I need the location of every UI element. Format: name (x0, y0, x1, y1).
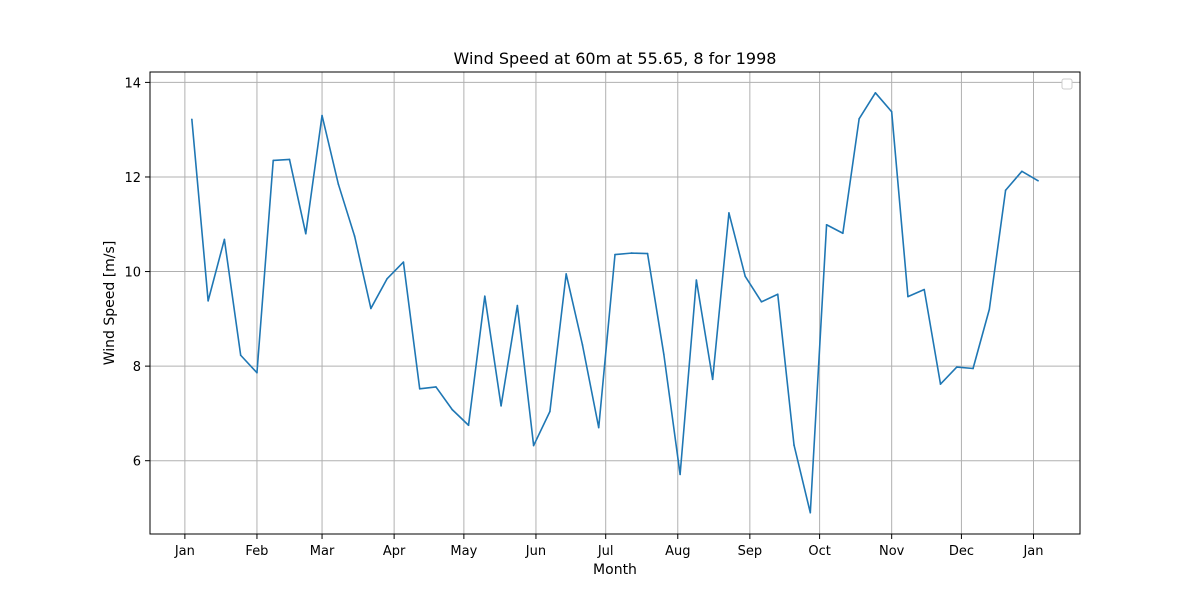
data-point (386, 277, 388, 280)
x-tick-label: Dec (949, 544, 974, 559)
y-tick-label: 6 (133, 455, 141, 470)
data-point (890, 110, 893, 113)
data-point (842, 232, 844, 235)
data-point (1004, 189, 1007, 192)
chart-title: Wind Speed at 60m at 55.65, 8 for 1998 (454, 49, 777, 68)
data-point (760, 301, 763, 303)
data-point (304, 232, 307, 235)
y-tick-label: 14 (124, 76, 141, 91)
data-point (793, 444, 795, 446)
data-point (467, 424, 470, 427)
data-point (858, 118, 860, 120)
legend-box (1061, 78, 1073, 90)
data-point (809, 511, 812, 514)
data-point (679, 473, 681, 476)
data-point (191, 118, 193, 121)
data-point (695, 279, 698, 281)
grid-lines (150, 72, 1080, 534)
data-point (402, 261, 405, 263)
data-point (955, 366, 958, 368)
data-point (272, 159, 275, 162)
x-tick-label: Aug (665, 544, 690, 559)
data-point (923, 288, 926, 291)
data-point (321, 114, 323, 117)
x-tick-label: Sep (738, 544, 763, 559)
data-point (663, 353, 665, 356)
data-point (597, 426, 600, 429)
data-point (532, 444, 535, 447)
data-point (435, 386, 437, 388)
data-point (500, 405, 502, 407)
data-point (711, 378, 714, 381)
x-tick-label: Jan (174, 544, 195, 559)
data-point (646, 252, 649, 255)
data-point (972, 367, 974, 370)
data-point (484, 295, 486, 297)
data-point (549, 410, 551, 413)
x-tick-label: May (450, 544, 477, 559)
wind-speed-series-line (191, 92, 1039, 514)
x-axis-ticks: Jan Feb Mar Apr May Jun Jul Aug Sep Oct Nov Dec Jan (174, 534, 1044, 559)
x-tick-label: Oct (808, 544, 830, 559)
data-point (728, 212, 730, 214)
y-axis-ticks: 6 8 10 12 14 (124, 76, 150, 470)
data-point (451, 408, 454, 411)
data-point (874, 92, 877, 94)
data-point (256, 371, 258, 374)
series-layer (191, 92, 1039, 514)
x-tick-label: Nov (879, 544, 905, 559)
data-point (939, 383, 942, 385)
data-point (630, 252, 633, 254)
x-tick-label: Feb (245, 544, 268, 559)
y-tick-label: 12 (124, 171, 141, 186)
x-tick-label: Apr (383, 544, 406, 559)
data-point (614, 253, 616, 256)
y-tick-label: 10 (124, 266, 141, 281)
x-tick-label: Jul (597, 544, 614, 559)
data-point (744, 275, 746, 278)
data-point (581, 344, 584, 346)
data-point (223, 238, 226, 241)
data-point (1037, 179, 1039, 182)
x-tick-label: Mar (310, 544, 335, 559)
data-point (565, 273, 567, 275)
y-tick-label: 8 (133, 360, 141, 375)
data-point (418, 388, 421, 390)
data-point (776, 293, 779, 296)
data-point (239, 354, 242, 357)
data-point (353, 235, 356, 237)
data-point (337, 183, 340, 185)
data-point (988, 308, 991, 311)
data-point (516, 304, 519, 307)
y-axis-label: Wind Speed [m/s] (102, 241, 118, 366)
plot-area-frame (149, 71, 1081, 535)
data-point (207, 300, 209, 302)
x-tick-label: Jan (1022, 544, 1043, 559)
x-axis-label: Month (593, 562, 637, 578)
data-point (907, 295, 909, 298)
data-point (825, 223, 828, 226)
data-point (370, 307, 372, 310)
data-point (288, 158, 291, 161)
data-point (1021, 170, 1023, 173)
x-tick-label: Jun (525, 544, 546, 559)
